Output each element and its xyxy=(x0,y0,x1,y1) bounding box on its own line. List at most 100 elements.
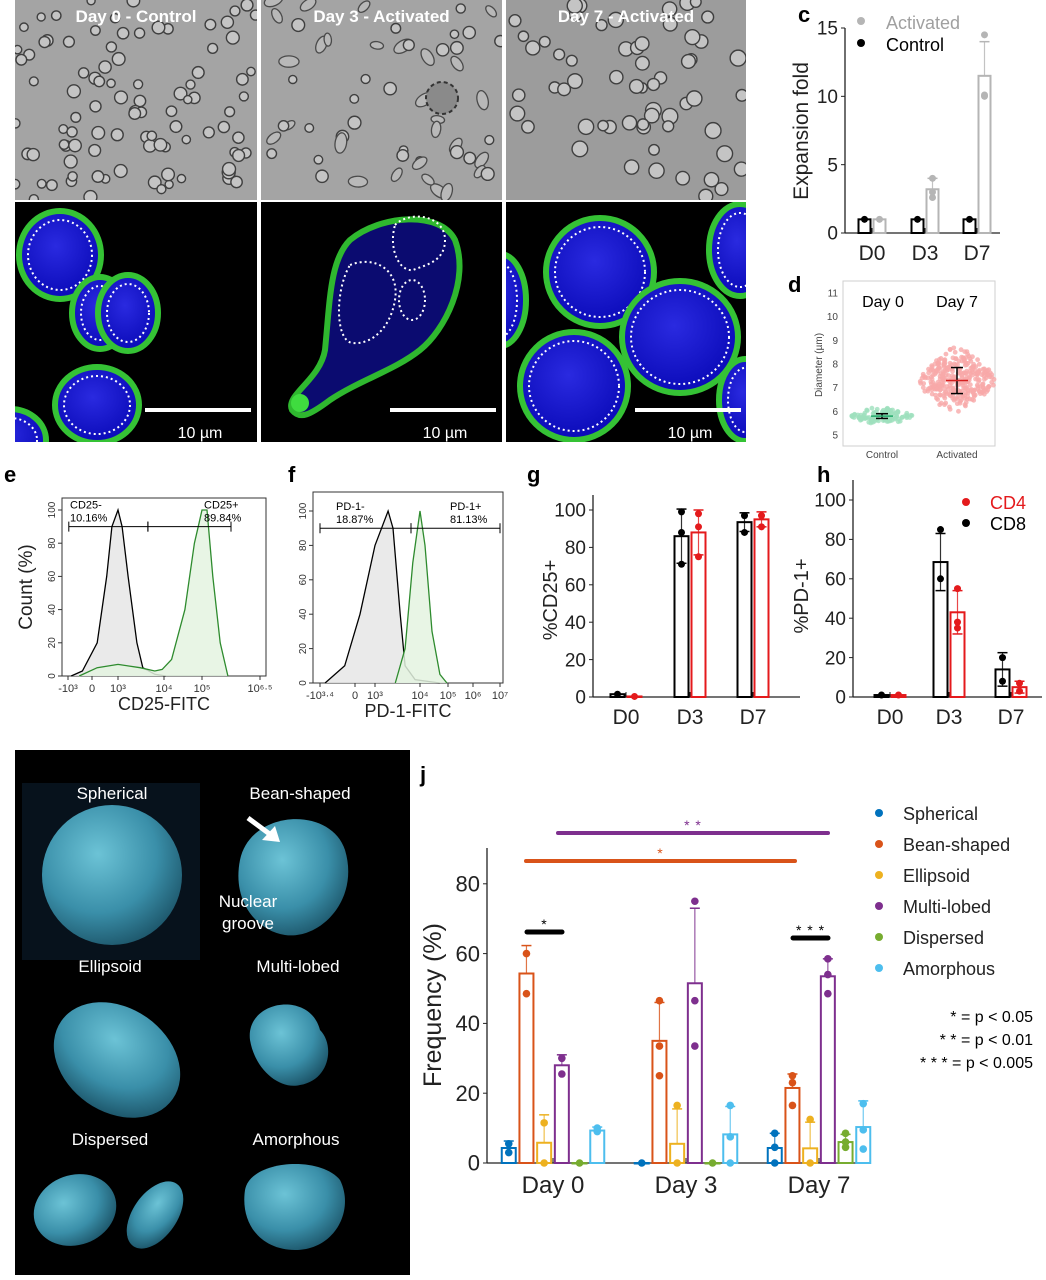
data-point xyxy=(980,381,986,387)
cell xyxy=(19,22,29,33)
data-point xyxy=(504,1140,513,1148)
cell xyxy=(191,65,205,80)
cell xyxy=(238,91,250,102)
cell xyxy=(304,122,315,133)
cell xyxy=(349,93,360,104)
nucleus-outline xyxy=(63,375,131,435)
plot-frame xyxy=(61,497,267,677)
cell xyxy=(38,35,51,49)
cell xyxy=(207,42,219,55)
data-point xyxy=(884,405,890,411)
cell xyxy=(98,60,112,74)
cell xyxy=(15,178,21,190)
data-point xyxy=(941,357,947,363)
data-point xyxy=(966,377,972,383)
gate-percentage: 18.87% xyxy=(336,514,374,526)
cell xyxy=(235,72,249,86)
panel-label-d: d xyxy=(788,272,801,297)
y-axis-label: %CD25+ xyxy=(540,560,562,641)
x-tick-label: 10⁶·⁵ xyxy=(248,683,273,695)
y-tick-label: 100 xyxy=(814,491,846,512)
legend-marker xyxy=(857,17,865,25)
shape-label: Bean-shaped xyxy=(249,784,350,803)
chart-panel-d: 5 6 7 8 9 10 11 Control Day 0 Activated Day 7 Diame… xyxy=(814,280,997,461)
data-point xyxy=(987,374,993,380)
y-tick-label: 80 xyxy=(825,530,846,551)
cell-membrane xyxy=(15,406,49,442)
data-point xyxy=(999,677,1006,685)
cell xyxy=(116,26,130,40)
data-point xyxy=(920,371,926,377)
cell xyxy=(66,126,78,138)
data-point xyxy=(958,347,964,353)
data-point xyxy=(928,374,934,380)
data-point xyxy=(951,345,957,351)
data-point xyxy=(593,1124,602,1132)
y-axis-label: %PD-1+ xyxy=(791,558,813,633)
data-point xyxy=(575,1159,584,1167)
cell xyxy=(684,28,701,46)
data-point xyxy=(691,897,699,906)
cell xyxy=(77,67,90,79)
data-point xyxy=(869,405,875,411)
cell xyxy=(105,41,118,53)
y-tick-label: 80 xyxy=(456,872,480,897)
x-tick-label: D0 xyxy=(859,242,886,265)
cell xyxy=(538,35,551,48)
data-point xyxy=(878,691,885,699)
x-tick-label: Day 0 xyxy=(522,1172,585,1199)
cell xyxy=(390,167,403,183)
cell xyxy=(701,10,715,24)
cell xyxy=(662,120,675,133)
cell xyxy=(202,126,215,139)
bean-shaped-nucleus xyxy=(238,819,349,936)
legend-marker xyxy=(875,964,883,972)
significance-stars: * xyxy=(541,916,547,932)
cell xyxy=(165,105,178,118)
data-point xyxy=(970,354,975,360)
y-tick-label: 80 xyxy=(47,537,58,549)
data-point xyxy=(522,949,531,958)
data-point xyxy=(943,351,949,357)
data-point xyxy=(824,955,832,963)
cell xyxy=(636,118,650,131)
arrow-icon xyxy=(262,826,280,842)
data-point xyxy=(824,989,832,998)
data-point xyxy=(958,380,963,386)
y-tick-label: 80 xyxy=(298,539,309,551)
data-point xyxy=(986,367,992,373)
data-point xyxy=(655,1071,664,1080)
cell xyxy=(566,0,583,14)
data-point xyxy=(929,193,936,201)
data-point xyxy=(971,397,977,403)
cell xyxy=(421,173,435,186)
data-point xyxy=(770,1143,779,1152)
cell xyxy=(240,0,254,12)
cell xyxy=(621,115,638,131)
cell xyxy=(609,69,624,85)
data-point xyxy=(935,368,941,374)
x-axis-label: PD-1-FITC xyxy=(365,701,452,721)
cell xyxy=(58,139,70,151)
cell xyxy=(509,105,526,122)
cell xyxy=(595,18,608,32)
cell xyxy=(28,193,40,200)
cell xyxy=(511,88,526,103)
cell xyxy=(521,119,535,134)
scale-bar-label: 10 µm xyxy=(178,425,223,442)
cell xyxy=(89,25,101,36)
y-tick-label: 100 xyxy=(298,502,309,519)
y-axis-label: Expansion fold xyxy=(790,62,813,200)
y-tick-label: 10 xyxy=(827,312,839,323)
data-point xyxy=(957,400,963,406)
cell xyxy=(153,137,168,152)
cell xyxy=(396,149,410,162)
gate-label: PD-1- xyxy=(336,501,365,513)
gate-label: PD-1+ xyxy=(450,501,482,513)
x-tick-label: D7 xyxy=(998,706,1025,729)
cell xyxy=(36,12,46,22)
cell xyxy=(566,73,584,90)
cell xyxy=(480,166,495,182)
cell-cluster xyxy=(425,81,459,115)
